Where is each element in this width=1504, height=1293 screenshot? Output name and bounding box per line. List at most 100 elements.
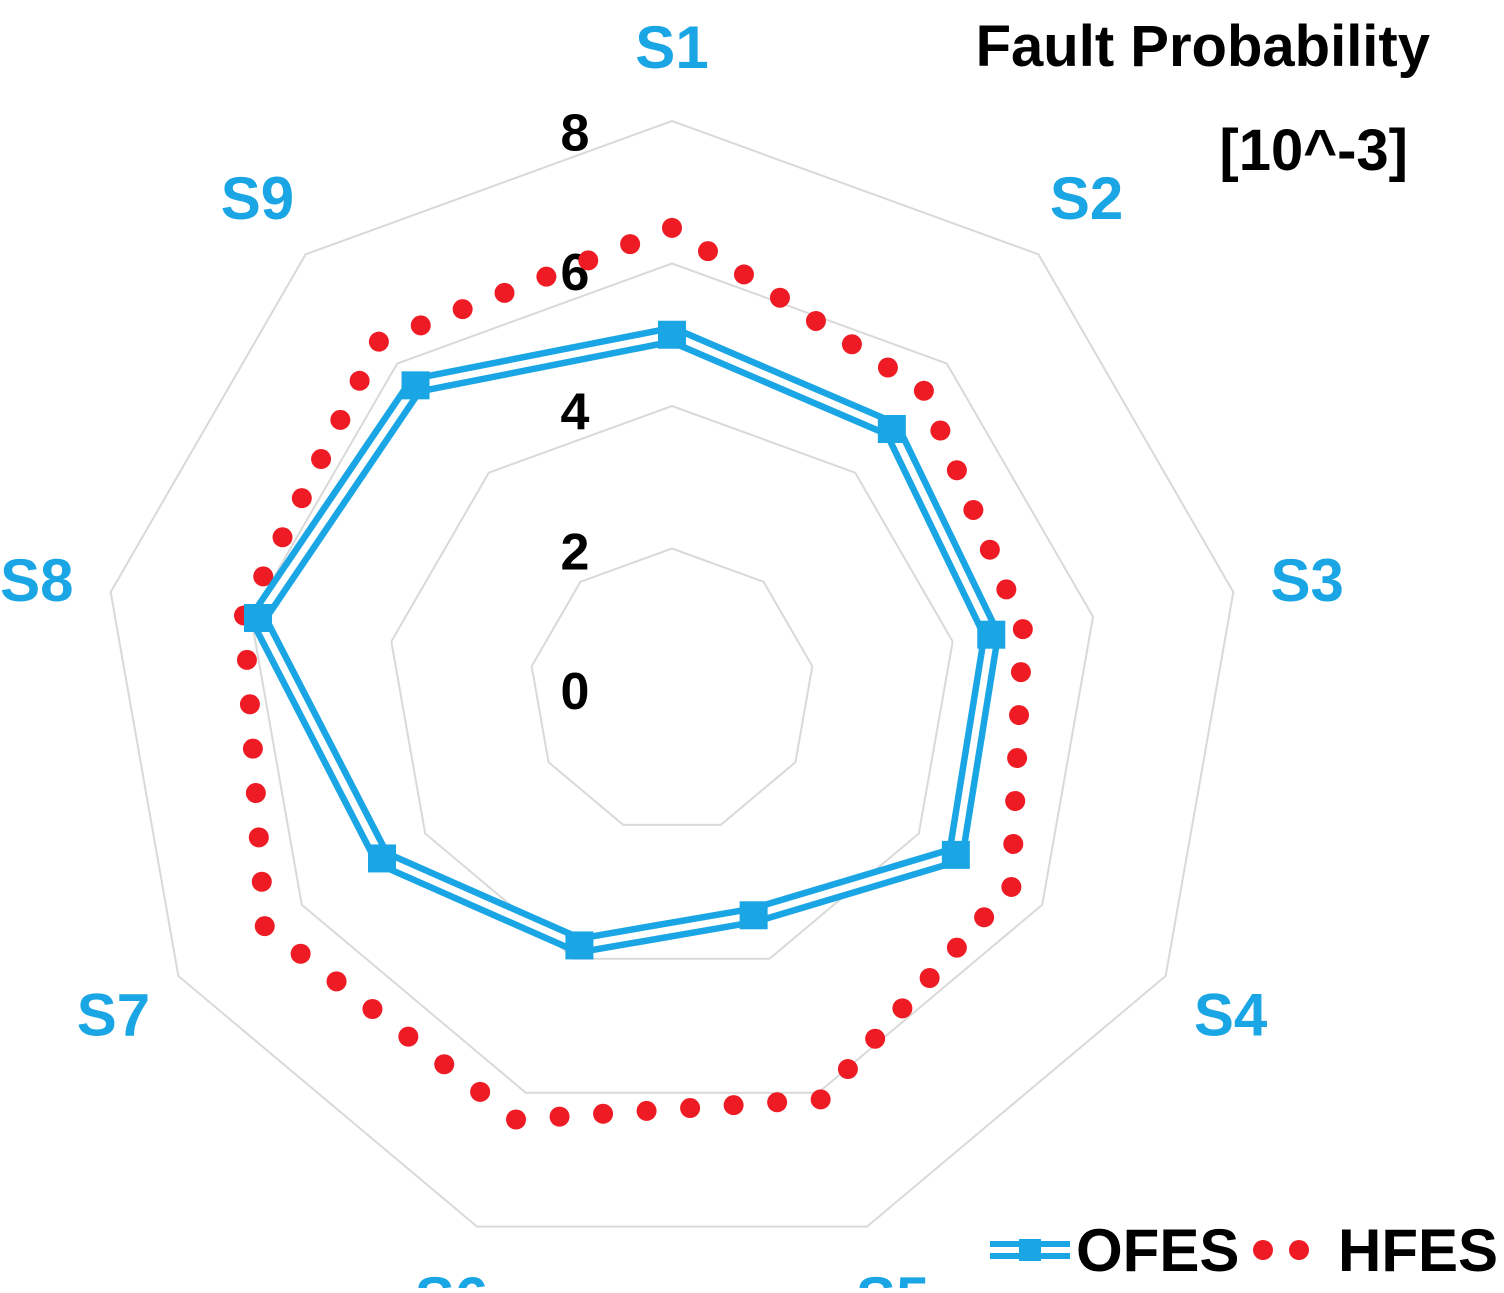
hfes-dot bbox=[963, 499, 984, 520]
hfes-dot bbox=[254, 916, 275, 937]
hfes-dot bbox=[452, 299, 473, 320]
hfes-dot bbox=[662, 217, 682, 238]
hfes-dot bbox=[697, 241, 718, 262]
hfes-dot bbox=[248, 827, 269, 848]
category-label-s5: S5 bbox=[856, 1265, 929, 1288]
ofes-marker-s1 bbox=[658, 320, 686, 349]
hfes-dot bbox=[1010, 662, 1031, 683]
hfes-dot bbox=[434, 1054, 455, 1075]
grid-ring-2 bbox=[530, 547, 814, 826]
category-label-s2: S2 bbox=[1050, 165, 1123, 232]
hfes-dot bbox=[930, 420, 951, 441]
hfes-dot bbox=[892, 998, 913, 1019]
hfes-dot bbox=[536, 266, 557, 287]
ofes-marker-s6 bbox=[565, 931, 594, 960]
hfes-dot bbox=[1007, 748, 1028, 769]
radial-tick-label: 8 bbox=[561, 104, 590, 162]
hfes-dot bbox=[506, 1109, 527, 1130]
hfes-dot bbox=[494, 282, 515, 303]
hfes-dot bbox=[253, 566, 274, 587]
category-label-s8: S8 bbox=[0, 547, 73, 614]
hfes-dot bbox=[549, 1106, 570, 1127]
ofes-marker-s2 bbox=[877, 415, 906, 444]
series-hfes bbox=[233, 217, 1033, 1130]
hfes-dot bbox=[1005, 791, 1026, 812]
category-labels: S1 S2 S3 S4 S5 S6 S7 S8 S9 bbox=[0, 14, 1344, 1293]
hfes-dot bbox=[974, 907, 995, 928]
radial-tick-label: 4 bbox=[561, 384, 590, 442]
ofes-marker-s4 bbox=[941, 840, 970, 869]
series-ofes bbox=[244, 320, 1006, 960]
hfes-dot bbox=[733, 264, 754, 285]
hfes-dot bbox=[242, 738, 263, 759]
category-label-s1: S1 bbox=[635, 14, 708, 81]
ofes-marker-s9 bbox=[401, 371, 430, 400]
hfes-dot bbox=[236, 649, 257, 670]
hfes-dot bbox=[326, 971, 347, 992]
hfes-dot bbox=[996, 579, 1017, 600]
hfes-dot bbox=[593, 1103, 614, 1124]
hfes-dot bbox=[1009, 705, 1030, 726]
hfes-dot bbox=[837, 1059, 858, 1080]
hfes-dot bbox=[239, 694, 260, 715]
grid-ring-4 bbox=[390, 404, 954, 960]
grid-ring-8 bbox=[109, 119, 1235, 1228]
radial-tick-label: 0 bbox=[561, 663, 590, 721]
legend-ofes-swatch bbox=[990, 1239, 1070, 1261]
radar-grid bbox=[109, 119, 1235, 1228]
category-label-s6: S6 bbox=[415, 1265, 488, 1288]
ofes-marker-s7 bbox=[367, 844, 396, 873]
hfes-dot bbox=[470, 1081, 491, 1102]
hfes-dot bbox=[877, 357, 898, 378]
hfes-dot bbox=[979, 539, 1000, 560]
series-layer bbox=[233, 217, 1033, 1130]
category-label-s7: S7 bbox=[77, 982, 150, 1049]
legend-hfes-label: HFES bbox=[1338, 1217, 1498, 1284]
chart-title-unit: [10^-3] bbox=[1219, 118, 1408, 183]
hfes-dot bbox=[362, 998, 383, 1019]
hfes-dot bbox=[272, 527, 293, 548]
hfes-dot bbox=[865, 1028, 886, 1049]
hfes-dot bbox=[349, 370, 370, 391]
legend-hfes-swatch bbox=[1253, 1240, 1309, 1260]
ofes-line-inner bbox=[253, 331, 995, 950]
grid-ring-6 bbox=[249, 262, 1095, 1094]
ofes-marker-s3 bbox=[977, 620, 1006, 649]
category-label-s4: S4 bbox=[1194, 982, 1268, 1049]
hfes-dot bbox=[946, 460, 967, 481]
hfes-dot bbox=[398, 1026, 419, 1047]
hfes-dot bbox=[620, 234, 641, 255]
hfes-dot bbox=[1001, 876, 1022, 897]
category-label-s3: S3 bbox=[1271, 547, 1344, 614]
hfes-dot bbox=[680, 1098, 701, 1119]
hfes-dot bbox=[841, 334, 862, 355]
hfes-dot bbox=[578, 250, 599, 271]
hfes-dot bbox=[1012, 619, 1033, 640]
hfes-dot bbox=[913, 380, 934, 401]
legend-ofes-label: OFES bbox=[1076, 1217, 1239, 1284]
hfes-dot bbox=[636, 1100, 657, 1121]
hfes-dot bbox=[368, 331, 389, 352]
hfes-dot bbox=[330, 409, 351, 430]
hfes-dot bbox=[290, 943, 311, 964]
hfes-dot bbox=[946, 937, 967, 958]
hfes-dot bbox=[810, 1089, 831, 1110]
hfes-dot bbox=[1003, 833, 1024, 854]
category-label-s9: S9 bbox=[221, 165, 294, 232]
hfes-dot bbox=[251, 871, 272, 892]
hfes-dot bbox=[410, 315, 431, 336]
legend: OFES HFES bbox=[990, 1217, 1498, 1284]
hfes-dot bbox=[919, 967, 940, 988]
hfes-dot bbox=[291, 488, 312, 509]
hfes-dot bbox=[245, 783, 266, 804]
chart-title: Fault Probability bbox=[976, 14, 1430, 79]
hfes-dot bbox=[311, 449, 332, 470]
hfes-dot bbox=[769, 287, 790, 308]
hfes-dot bbox=[723, 1095, 744, 1116]
hfes-dot bbox=[767, 1092, 788, 1113]
hfes-dot bbox=[805, 310, 826, 331]
radial-tick-label: 2 bbox=[561, 523, 590, 581]
